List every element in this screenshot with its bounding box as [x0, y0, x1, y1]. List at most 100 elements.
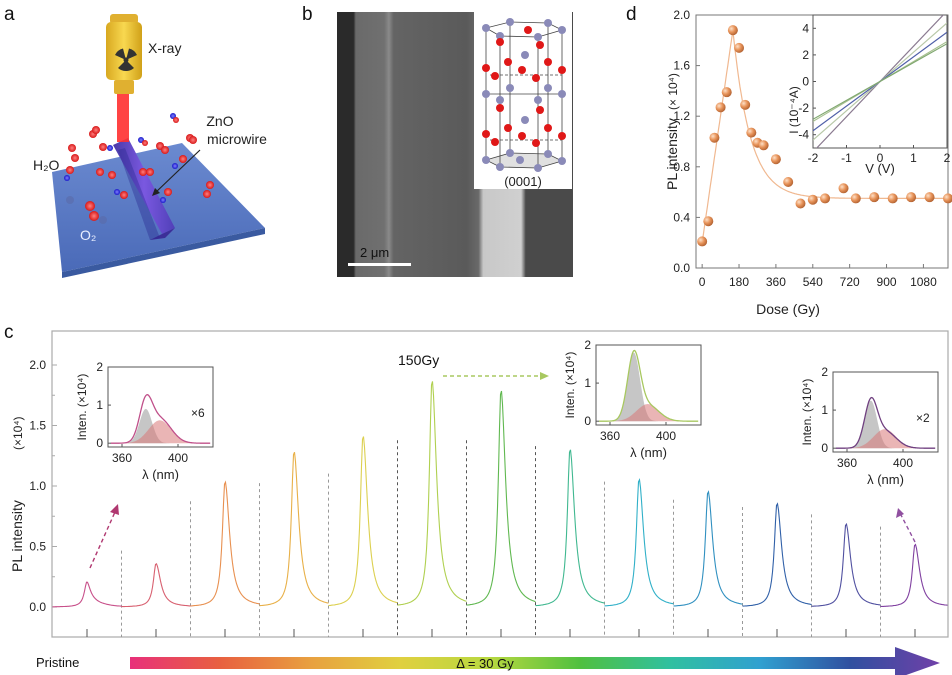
data-point — [703, 216, 714, 227]
y-tick-label: 1.2 — [673, 109, 690, 123]
inset-red-component — [835, 429, 936, 449]
spectrum-peak-360gy — [880, 543, 948, 608]
xray-beam — [117, 92, 129, 142]
panel-label-b: b — [302, 4, 313, 25]
chart-d-points — [697, 25, 952, 247]
panel-label-a: a — [4, 4, 15, 25]
inset-xlabel: λ (nm) — [142, 467, 179, 482]
inset-xlabel: λ (nm) — [867, 472, 904, 487]
radiation-icon — [115, 48, 137, 72]
chart-c-frame — [51, 330, 949, 638]
zno-label: ZnO — [206, 113, 233, 129]
inset-total-curve — [110, 394, 211, 444]
data-point — [924, 192, 935, 203]
inset-iv-ylabel: I (10⁻⁴A) — [787, 86, 801, 134]
scale-bar-label: 2 μm — [360, 245, 389, 260]
data-point — [850, 193, 861, 204]
x-tick-label: 900 — [877, 275, 897, 289]
spectrum-peak-150gy — [397, 381, 467, 606]
spectrum-peak-210gy — [535, 449, 605, 607]
x-tick-label: 360 — [766, 275, 786, 289]
data-point — [734, 42, 745, 53]
y-tick-label: 0.0 — [673, 261, 690, 275]
molecules — [64, 113, 214, 224]
inset-150gy: 360 400 0 1 2 λ (nm) Inten. (×10⁴) — [563, 338, 702, 460]
inset-iv-xlabel: V (V) — [865, 161, 895, 176]
spectrum-peak-60gy — [190, 480, 260, 607]
y-tick-label: 1.5 — [29, 419, 46, 433]
inset-x-tick-label: -1 — [841, 151, 852, 165]
spectrum-peak-180gy — [466, 390, 536, 606]
annotation-150gy: 150Gy — [398, 352, 439, 368]
inset-y-tick-label: 1 — [584, 376, 591, 390]
xray-tube — [106, 14, 142, 94]
crystal-plane-label: (0001) — [504, 174, 542, 189]
inset-y-tick-label: 0 — [96, 436, 103, 450]
y-tick-label: 0.8 — [673, 160, 690, 174]
data-point — [807, 194, 818, 205]
wire-pointer-arrowhead — [152, 188, 160, 196]
panel-b-sem-image: 2 μm (0001) — [337, 12, 573, 277]
inset-y-tick-label: 0 — [821, 441, 828, 455]
spectrum-peak-240gy — [604, 477, 674, 607]
panel-label-d: d — [626, 4, 637, 25]
inset-multiplier: ×2 — [916, 411, 930, 425]
inset-ylabel: Inten. (×10⁴) — [800, 379, 814, 446]
inset-red-component — [598, 404, 699, 422]
data-point — [740, 99, 751, 110]
inset-total-curve — [835, 396, 936, 449]
inset-y-tick-label: 4 — [802, 21, 809, 35]
scale-bar — [348, 263, 411, 266]
chart-d-ylabel: PL intensity — [664, 118, 680, 190]
inset-y-tick-label: 0 — [802, 75, 809, 89]
chart-d-pl-vs-dose: 0 180 360 540 720 900 1080 0.0 0.4 0.8 1.2 1.6 2.0 D… — [664, 8, 952, 317]
data-point — [746, 127, 757, 138]
inset-y-tick-label: 0 — [584, 414, 591, 428]
dose-step-label: Δ = 30 Gy — [456, 656, 514, 671]
data-point — [838, 183, 849, 194]
panel-label-c: c — [4, 322, 14, 343]
inset-x-tick-label: 360 — [600, 429, 620, 443]
xray-label: X-ray — [148, 40, 181, 56]
x-tick-label: 1080 — [910, 275, 937, 289]
data-point — [906, 192, 917, 203]
inset-gray-component — [110, 408, 211, 444]
data-point — [943, 193, 952, 204]
inset-y-tick-label: 2 — [802, 48, 809, 62]
h2o-label: H₂O — [33, 157, 60, 173]
data-point — [795, 198, 806, 209]
microwire-label: microwire — [207, 131, 267, 147]
x-tick-label: 720 — [840, 275, 860, 289]
y-tick-label: 0.0 — [29, 600, 46, 614]
data-point — [697, 236, 708, 247]
chart-d-ticks: 0 180 360 540 720 900 1080 0.0 0.4 0.8 1.2 1.6 2.0 — [673, 8, 937, 289]
data-point — [869, 192, 880, 203]
dose-gradient-arrow — [130, 647, 940, 675]
o2-label: O₂ — [80, 227, 96, 243]
y-tick-label: 0.5 — [29, 540, 46, 554]
crystal-structure-inset: (0001) — [474, 12, 572, 189]
inset-x-tick-label: 2 — [944, 151, 951, 165]
inset-x-tick-label: -2 — [808, 151, 819, 165]
data-point — [727, 25, 738, 36]
inset-red-component — [110, 420, 211, 444]
panel-a-schematic: X-ray ZnO microwire H₂O O₂ — [33, 14, 267, 278]
chart-c-insets: 360 400 0 1 2 λ (nm) Inten. (×10⁴) ×6 360 400 0 1 2 λ… — [75, 338, 939, 487]
chart-c-pl-spectra: 0.0 0.5 1.0 1.5 2.0 PL intensity (×10⁴) 150G… — [9, 330, 949, 675]
chart-d-ylabel-unit: (× 10⁴) — [666, 73, 680, 110]
data-point — [758, 140, 769, 151]
inset-x-tick-label: 400 — [656, 429, 676, 443]
x-tick-label: 540 — [803, 275, 823, 289]
spectrum-peak-120gy — [328, 436, 398, 607]
dose-start-label: Pristine — [36, 655, 79, 670]
spectrum-peak-30gy — [121, 562, 191, 608]
chart-c-spectra — [52, 381, 948, 608]
chart-c-ylabel-unit: (×10⁴) — [11, 416, 25, 450]
inset-x-tick-label: 400 — [893, 456, 913, 470]
data-point — [820, 193, 831, 204]
chart-c-dividers — [121, 440, 881, 637]
y-tick-label: 0.4 — [673, 210, 690, 224]
inset-y-tick-label: 1 — [96, 398, 103, 412]
chart-d-inset-iv: -2 -1 0 1 2 -4 -2 0 2 4 — [798, 14, 951, 165]
y-tick-label: 1.0 — [29, 479, 46, 493]
